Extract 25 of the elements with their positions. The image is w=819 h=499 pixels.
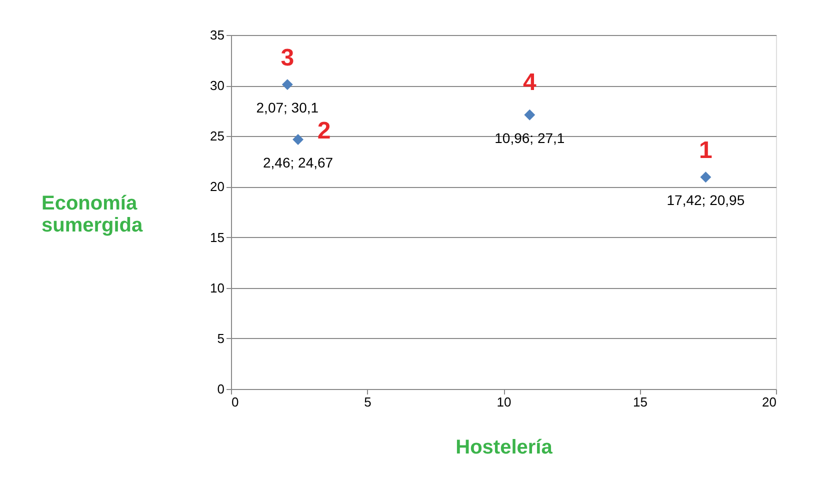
y-tick-label: 15 <box>210 230 224 245</box>
y-tick-label: 35 <box>210 28 224 42</box>
x-tick-label: 15 <box>633 394 648 410</box>
y-tick-label: 20 <box>210 179 224 194</box>
point <box>292 134 304 145</box>
x-tick-label: 10 <box>496 394 512 410</box>
y-axis-title: Economía sumergida <box>42 192 144 236</box>
point <box>524 109 536 120</box>
y-tick-label: 0 <box>217 382 224 396</box>
x-tick-label: 0 <box>232 394 239 410</box>
y-tick-label: 25 <box>210 128 224 144</box>
annotation: 1 <box>699 137 712 164</box>
data-label: 2,07; 30,1 <box>256 100 319 116</box>
x-tick-label: 20 <box>762 394 776 410</box>
point <box>700 172 712 183</box>
data-label: 17,42; 20,95 <box>666 192 745 208</box>
point <box>282 79 293 90</box>
data-label: 2,46; 24,67 <box>263 154 334 170</box>
annotation: 3 <box>280 44 294 72</box>
x-axis-title: Hostelería <box>456 436 554 458</box>
y-tick-label: 10 <box>210 280 224 296</box>
y-tick-label: 30 <box>210 78 224 94</box>
x-tick-label: 5 <box>364 394 372 410</box>
data-label: 10,96; 27,1 <box>494 130 565 146</box>
y-tick-label: 5 <box>217 330 224 346</box>
